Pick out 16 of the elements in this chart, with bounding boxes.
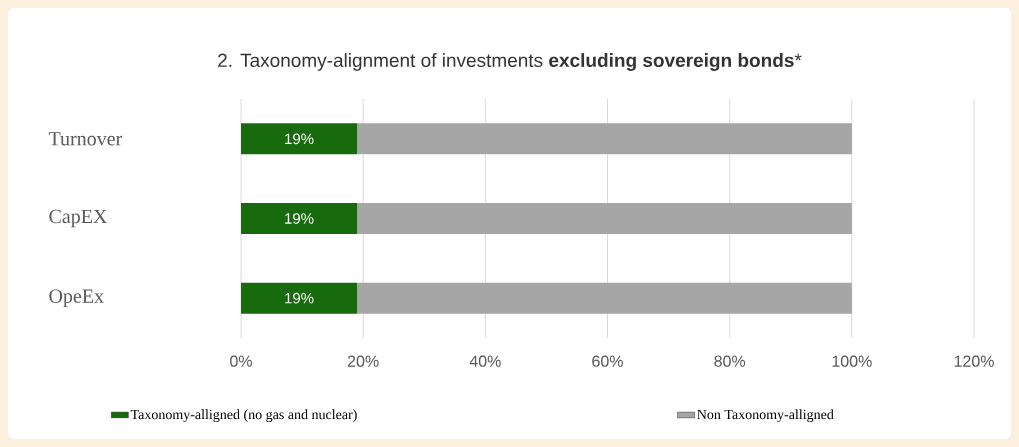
y-tick-label: CapEX	[49, 209, 108, 228]
y-tick-label: OpeEx	[49, 289, 104, 307]
legend-label: Non Taxonomy-alligned	[697, 409, 834, 423]
x-tick-label: 60%	[592, 355, 623, 367]
x-tick-label: 20%	[347, 355, 379, 367]
x-tick-label: 120%	[954, 355, 994, 367]
chart-title: 2. Taxonomy-alignment of investments excluding sovereign bonds*	[218, 53, 802, 71]
legend-label: Taxonomy-alligned (no gas and nuclear)	[130, 409, 357, 423]
y-tick-label: Turnover	[48, 132, 123, 146]
x-tick-label: 40%	[469, 355, 501, 367]
x-tick-label: 100%	[832, 355, 872, 367]
data-label: 19%	[285, 292, 314, 304]
data-label: 19%	[285, 213, 314, 224]
x-tick-label: 80%	[714, 355, 746, 367]
x-tick-label: 0%	[230, 355, 252, 367]
data-label: 19%	[285, 133, 314, 145]
